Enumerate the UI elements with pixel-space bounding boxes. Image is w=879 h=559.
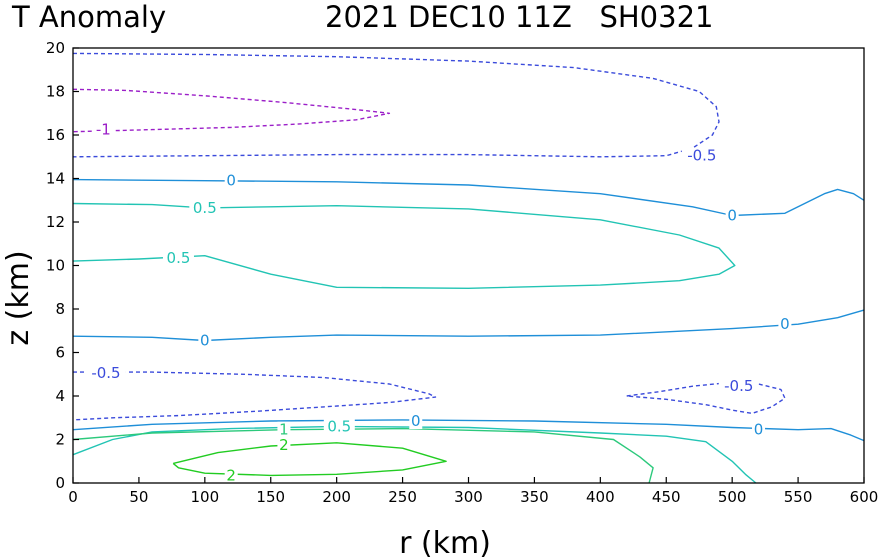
x-tick-label: 100 [191, 488, 220, 506]
contour-level-minus-1-path-1 [72, 88, 391, 133]
contour-level-minus-0p5-path-2 [72, 371, 437, 421]
contour-label-level-0: 0 [411, 412, 421, 430]
y-axis: 0 2 4 6 8 10 12 14 16 18 20 [46, 39, 79, 492]
contour-level-minus-0p5-path-3 [626, 382, 786, 415]
contour-label-level-0: 0 [727, 206, 737, 224]
contour-lines [72, 52, 865, 484]
y-tick-label: 12 [46, 213, 65, 231]
x-tick-label: 200 [322, 488, 351, 506]
y-tick-label: 4 [55, 387, 65, 405]
contour-label-bg [681, 147, 722, 164]
contour-label-bg [189, 199, 221, 216]
contour-label-level-0p5: 0.5 [167, 249, 191, 267]
x-tick-label: 0 [68, 488, 78, 506]
y-tick-label: 6 [55, 344, 65, 362]
contour-level-0p5-path-1 [72, 202, 736, 289]
x-tick-label: 400 [586, 488, 615, 506]
contour-label-bg [224, 467, 238, 484]
y-tick-label: 2 [55, 431, 65, 449]
chart-title-left: T Anomaly [11, 0, 166, 34]
contour-label-level-0p5: 0.5 [193, 199, 217, 217]
y-tick-label: 16 [46, 126, 65, 144]
contour-label-level-1: 1 [279, 421, 289, 439]
contour-label-level-minus-0p5: -0.5 [724, 377, 753, 395]
y-tick-label: 0 [55, 474, 65, 492]
x-axis: 0 50 100 150 200 250 300 350 400 450 500 550 600 [68, 477, 878, 506]
contour-label-bg [752, 421, 766, 438]
contour-label-level-2: 2 [279, 436, 289, 454]
contour-label-bg [224, 172, 238, 189]
contour-label-level-minus-1: -1 [96, 121, 111, 139]
x-tick-label: 350 [520, 488, 549, 506]
x-tick-label: 300 [454, 488, 483, 506]
x-tick-label: 500 [718, 488, 747, 506]
contour-label-level-0: 0 [754, 421, 764, 439]
contour-level-minus-0p5-path-1 [72, 52, 720, 158]
contour-label-bg [718, 378, 759, 395]
contour-label-level-minus-0p5: -0.5 [91, 364, 120, 382]
y-tick-label: 20 [46, 39, 65, 57]
contour-level-2-path-1 [172, 442, 447, 477]
contour-label-bg [277, 421, 291, 438]
x-tick-label: 450 [652, 488, 681, 506]
x-tick-label: 150 [256, 488, 285, 506]
x-axis-label: r (km) [399, 526, 491, 559]
contour-label-bg [162, 249, 194, 266]
contour-label-bg [277, 436, 291, 453]
contour-label-level-minus-0p5: -0.5 [687, 147, 716, 165]
contour-level-0-path-1 [72, 178, 865, 217]
y-axis-label: z (km) [1, 250, 36, 345]
y-tick-label: 18 [46, 83, 65, 101]
contour-label-bg [92, 121, 115, 138]
contour-level-1-path-1 [72, 427, 654, 484]
contour-label-bg [725, 207, 739, 224]
y-tick-label: 8 [55, 300, 65, 318]
contour-label-bg [85, 365, 126, 382]
contour-label-bg [409, 413, 423, 430]
contour-label-bg [323, 418, 355, 435]
contour-level-0-path-2 [72, 309, 865, 342]
contour-label-level-2: 2 [226, 466, 236, 484]
x-tick-label: 250 [388, 488, 417, 506]
y-tick-label: 14 [46, 170, 65, 188]
contour-label-bg [198, 332, 212, 349]
y-tick-label: 10 [46, 257, 65, 275]
chart-title-right: 2021 DEC10 11Z SH0321 [325, 0, 713, 34]
contour-label-level-0: 0 [200, 332, 210, 350]
contour-label-level-0p5: 0.5 [327, 417, 351, 435]
x-tick-label: 50 [129, 488, 148, 506]
contour-level-0-path-3 [72, 419, 865, 442]
contour-label-level-0: 0 [780, 315, 790, 333]
contour-label-level-0: 0 [226, 172, 236, 190]
contour-level-0p5-path-2 [72, 425, 757, 484]
x-tick-label: 550 [784, 488, 813, 506]
contour-label-bg [778, 316, 792, 333]
x-tick-label: 600 [850, 488, 879, 506]
